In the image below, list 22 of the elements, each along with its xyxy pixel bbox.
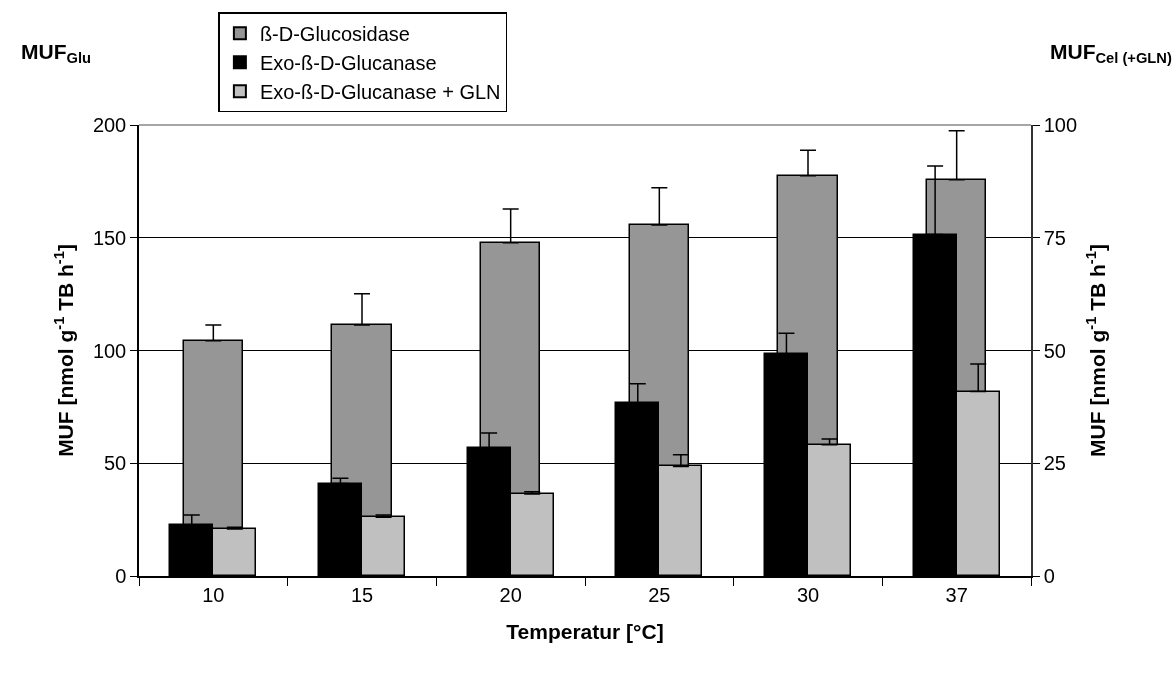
y2-tick-label: 50 bbox=[1043, 339, 1066, 362]
y-tick-label: 50 bbox=[104, 452, 127, 475]
y-tick-label: 200 bbox=[92, 114, 127, 136]
x-tick-label: 30 bbox=[796, 583, 820, 606]
x-tick-label: 20 bbox=[499, 583, 522, 606]
x-tick-label: 15 bbox=[350, 583, 374, 606]
y2-tick-label: 25 bbox=[1043, 452, 1066, 475]
y-tick-label: 100 bbox=[92, 339, 127, 362]
legend-label: Exo-ß-D-Glucanase bbox=[259, 52, 437, 75]
y-tick-label: 0 bbox=[115, 565, 127, 587]
y2-tick-label: 75 bbox=[1043, 226, 1066, 249]
y-tick-label: 150 bbox=[92, 226, 127, 249]
text: MUF$_{Cel (+GLN)}$ bbox=[1050, 40, 1172, 67]
x-tick-label: 37 bbox=[945, 583, 968, 606]
y2-tick-label: 0 bbox=[1043, 565, 1055, 587]
legend-label: Exo-ß-D-Glucanase + GLN bbox=[259, 81, 501, 104]
x-tick-label: 25 bbox=[648, 583, 671, 606]
y2-tick-label: 100 bbox=[1043, 114, 1078, 136]
legend-label: ß-D-Glucosidase bbox=[259, 23, 410, 46]
text: MUF$_{Glu}$ bbox=[21, 40, 91, 67]
x-axis-title: Temperatur [°C] bbox=[506, 620, 664, 644]
x-tick-label: 10 bbox=[202, 583, 225, 606]
